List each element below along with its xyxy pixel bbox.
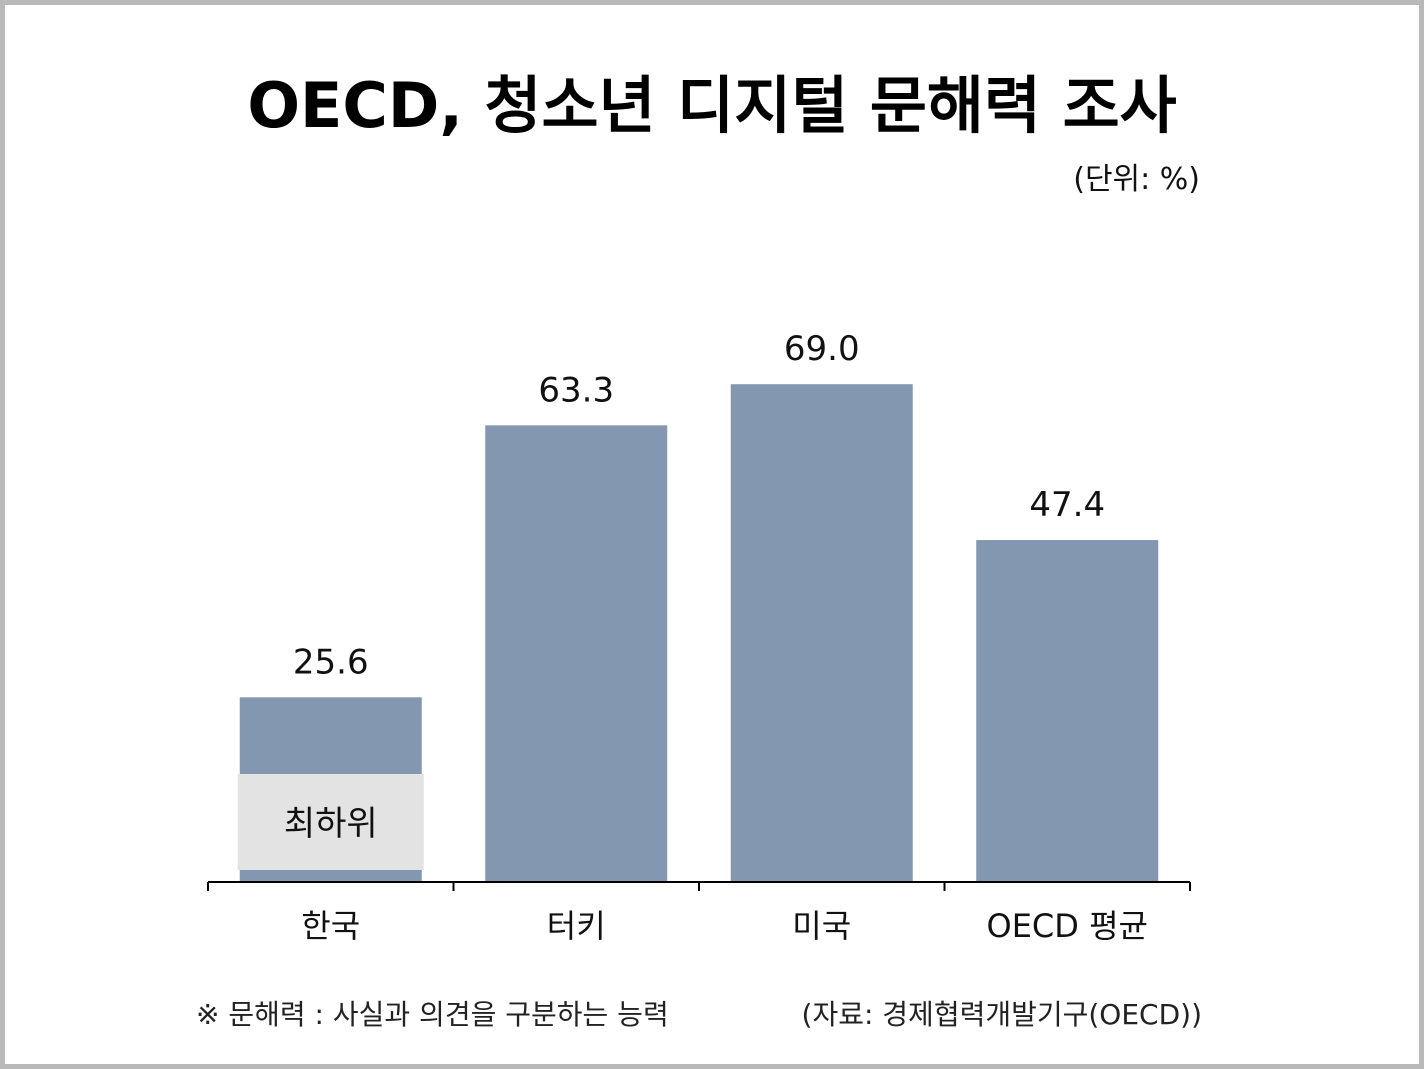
footnote: ※ 문해력 : 사실과 의견을 구분하는 능력 <box>196 998 669 1031</box>
data-label: 63.3 <box>538 370 614 410</box>
annotation-box <box>237 774 424 870</box>
annotation-label: 최하위 <box>284 804 378 844</box>
data-label: 47.4 <box>1029 485 1105 525</box>
x-tick-label: 한국 <box>301 907 360 945</box>
x-tick-label: 터키 <box>547 907 606 945</box>
source-note: (자료: 경제협력개발기구(OECD)) <box>801 998 1202 1031</box>
data-label: 25.6 <box>293 642 369 682</box>
x-tick-label: 미국 <box>792 907 851 945</box>
x-tick-label: OECD 평균 <box>987 907 1148 945</box>
data-label: 69.0 <box>784 329 860 369</box>
chart-title: OECD, 청소년 디지털 문해력 조사 <box>247 69 1177 142</box>
bar <box>976 540 1159 882</box>
bar <box>485 425 668 882</box>
bar <box>730 384 913 882</box>
unit-label: (단위: %) <box>1073 162 1200 197</box>
